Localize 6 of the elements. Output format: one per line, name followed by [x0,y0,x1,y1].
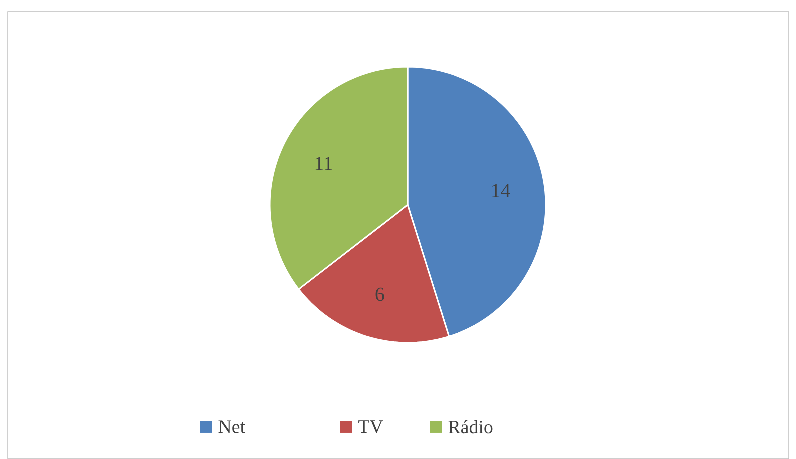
legend-label: Rádio [448,420,493,434]
data-label: 6 [376,288,384,302]
legend-label: TV [358,420,384,434]
legend-label: Net [218,420,246,434]
data-label: 14 [492,184,510,198]
data-label: 11 [316,156,332,170]
